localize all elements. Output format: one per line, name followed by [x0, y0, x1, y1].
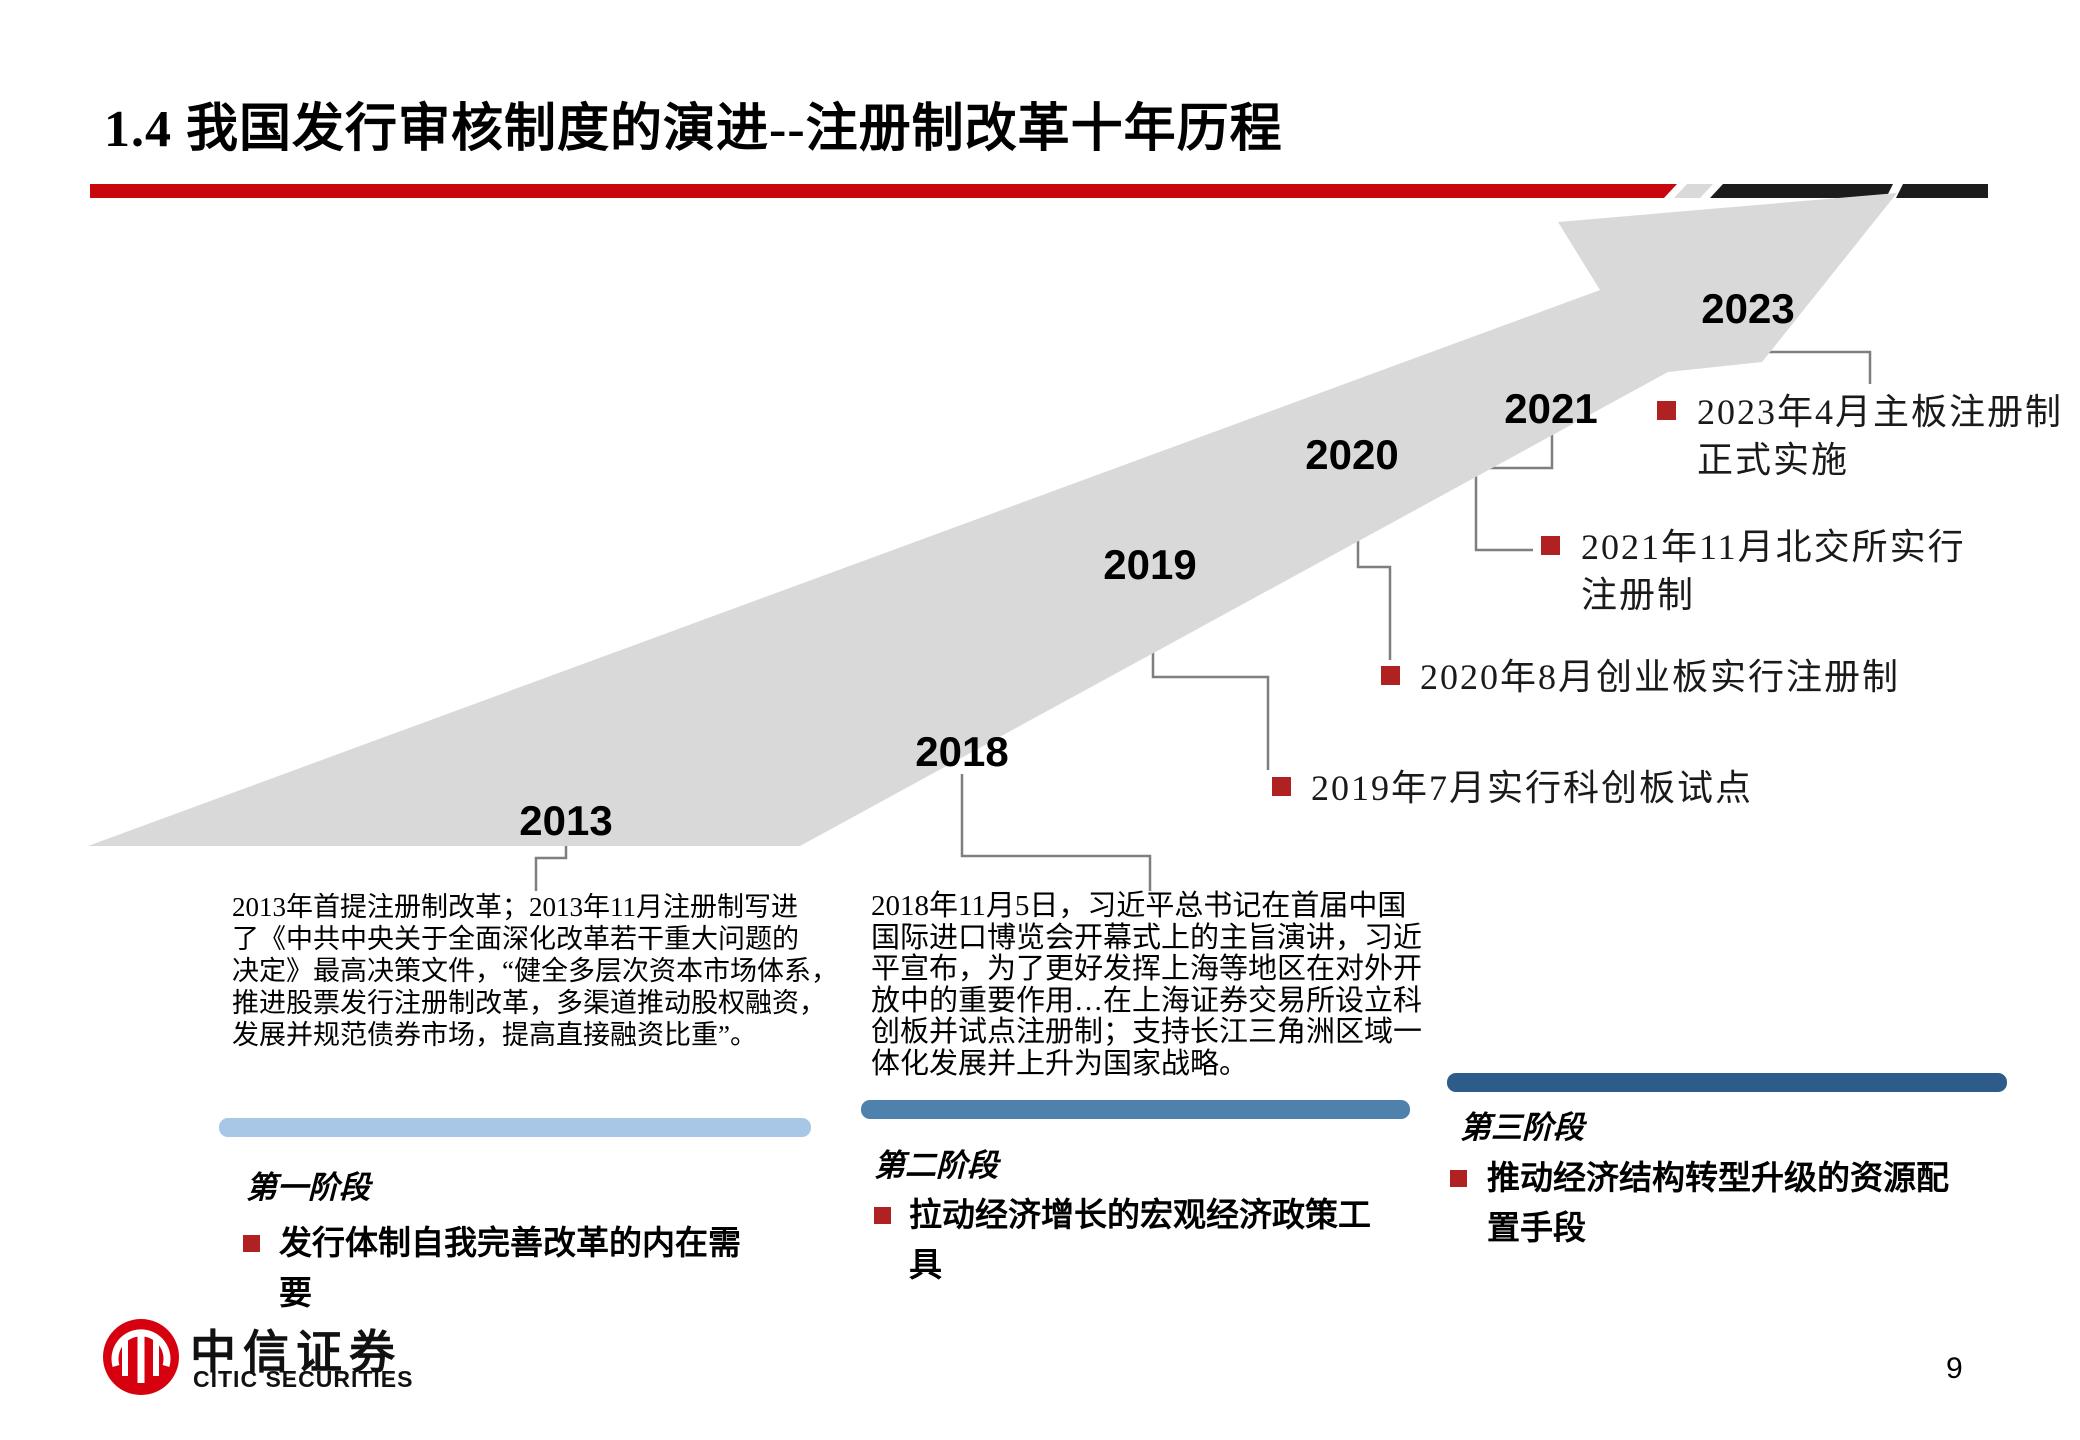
milestone-2020-bullet-icon [1381, 666, 1400, 685]
milestone-2019-line1: 2019年7月实行科创板试点 [1311, 768, 1754, 808]
note-2018-paragraph: 2018年11月5日，习近平总书记在首届中国 国际进口博览会开幕式上的主旨演讲，… [871, 890, 1423, 1080]
title-underline-black-2 [1896, 184, 1988, 198]
stage-1-bar [219, 1118, 811, 1137]
milestone-2023-line2: 正式实施 [1697, 440, 1850, 480]
stage-1-bullet-icon [243, 1235, 260, 1252]
note-2018-line: 平宣布，为了更好发挥上海等地区在对外开 [871, 953, 1423, 985]
note-2013-line: 发展并规范债券市场，提高直接融资比重”。 [232, 1020, 757, 1050]
note-2018-line: 2018年11月5日，习近平总书记在首届中国 [871, 890, 1407, 922]
title-underline-gray-slash [1674, 184, 1713, 198]
title-underline-black-1 [1710, 184, 1893, 198]
note-2013-line: 决定》最高决策文件，“健全多层次资本市场体系， [232, 956, 838, 986]
connector-2013-line [534, 846, 568, 891]
stage-1-text-line1: 发行体制自我完善改革的内在需 [279, 1224, 741, 1261]
stage-3-bar [1447, 1073, 2007, 1092]
milestone-2021: 2021年11月北交所实行 注册制 [1581, 523, 1966, 619]
note-2013-line: 推进股票发行注册制改革，多渠道推动股权融资， [232, 988, 826, 1018]
stage-2-text-line1: 拉动经济增长的宏观经济政策工 [909, 1196, 1371, 1233]
title-underline-red [90, 184, 1677, 198]
milestone-2023-line1: 2023年4月主板注册制 [1697, 392, 2064, 432]
logo-text-cn: 中信证券 [190, 1327, 402, 1378]
note-2018-line: 体化发展并上升为国家战略。 [871, 1047, 1249, 1080]
stage-1-text-line2: 要 [279, 1274, 312, 1311]
connector-2018-line [960, 774, 1152, 891]
year-label-2018: 2018 [915, 728, 1009, 775]
milestone-2020: 2020年8月创业板实行注册制 [1420, 653, 1900, 701]
milestone-2023: 2023年4月主板注册制 正式实施 [1697, 388, 2063, 484]
year-label-2013: 2013 [519, 797, 613, 844]
milestone-2021-line2: 注册制 [1581, 575, 1696, 615]
stage-1-label: 第一阶段 [246, 1170, 370, 1205]
stage-1-text: 发行体制自我完善改革的内在需 要 [279, 1218, 741, 1318]
stage-2-bullet-icon [874, 1207, 891, 1224]
page-number: 9 [1946, 1352, 1963, 1385]
stage-3-label: 第三阶段 [1460, 1110, 1584, 1145]
logo-text-en: CITIC SECURITIES [193, 1366, 414, 1392]
timeline-arrow-shape [88, 193, 1897, 846]
note-2013-line: 2013年首提注册制改革；2013年11月注册制写进 [232, 892, 798, 922]
milestone-2019: 2019年7月实行科创板试点 [1311, 764, 1753, 812]
stage-2-label: 第二阶段 [874, 1148, 998, 1183]
note-2013-paragraph: 2013年首提注册制改革；2013年11月注册制写进 了《中共中央关于全面深化改… [232, 891, 838, 1051]
year-label-2020: 2020 [1305, 431, 1399, 478]
stage-2-text: 拉动经济增长的宏观经济政策工 具 [909, 1190, 1371, 1290]
year-label-2021: 2021 [1504, 385, 1598, 432]
milestone-2021-line1: 2021年11月北交所实行 [1581, 527, 1966, 567]
note-2018-line: 放中的重要作用…在上海证券交易所设立科 [871, 984, 1423, 1017]
year-label-2019: 2019 [1103, 541, 1197, 588]
stage-2-bar [861, 1100, 1410, 1119]
stage-3-text-line2: 置手段 [1487, 1209, 1586, 1246]
note-2018-line: 创板并试点注册制；支持长江三角洲区域一 [871, 1016, 1423, 1048]
note-2018-line: 国际进口博览会开幕式上的主旨演讲，习近 [871, 921, 1423, 954]
milestone-2019-bullet-icon [1272, 777, 1291, 796]
milestone-2023-bullet-icon [1657, 401, 1676, 420]
year-label-2023: 2023 [1701, 285, 1795, 332]
milestone-2021-bullet-icon [1541, 536, 1560, 555]
stage-3-text-line1: 推动经济结构转型升级的资源配 [1487, 1159, 1949, 1196]
stage-2-text-line2: 具 [909, 1246, 942, 1283]
citic-logo-mark [103, 1319, 179, 1395]
milestone-2020-line1: 2020年8月创业板实行注册制 [1420, 657, 1901, 697]
stage-3-text: 推动经济结构转型升级的资源配 置手段 [1487, 1153, 1949, 1253]
page-title: 1.4 我国发行审核制度的演进--注册制改革十年历程 [104, 101, 1283, 158]
note-2013-line: 了《中共中央关于全面深化改革若干重大问题的 [232, 924, 799, 954]
stage-3-bullet-icon [1450, 1170, 1467, 1187]
